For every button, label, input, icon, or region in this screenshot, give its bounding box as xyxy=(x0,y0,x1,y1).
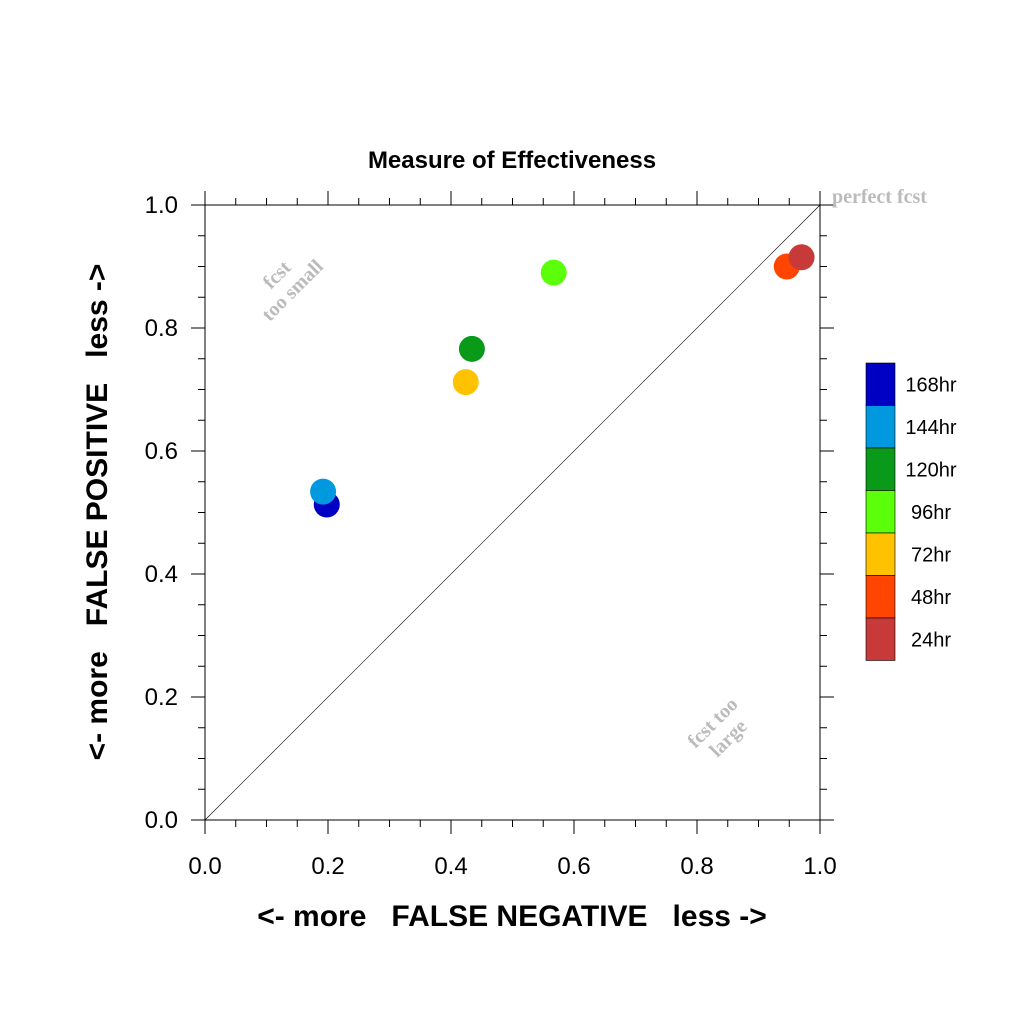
legend-label-72hr: 72hr xyxy=(911,544,951,566)
point-120hr xyxy=(458,335,485,362)
annotation-fcst-too-large: fcst too large xyxy=(683,693,751,761)
y-tick-label: 0.0 xyxy=(145,807,178,834)
x-tick-label: 0.6 xyxy=(557,853,590,880)
legend-swatch-96hr xyxy=(865,490,896,534)
x-tick-label: 0.8 xyxy=(680,853,713,880)
y-tick-label: 1.0 xyxy=(145,192,178,219)
point-72hr xyxy=(452,369,479,396)
y-tick-labels: 0.0 0.2 0.4 0.6 0.8 1.0 xyxy=(145,192,178,834)
legend-label-96hr: 96hr xyxy=(911,502,951,524)
legend-label-48hr: 48hr xyxy=(911,587,951,609)
y-axis-label: <- more FALSE POSITIVE less -> xyxy=(81,264,114,761)
y-tick-label: 0.4 xyxy=(145,561,178,588)
y-tick-label: 0.8 xyxy=(145,315,178,342)
x-tick-label: 0.4 xyxy=(434,853,467,880)
axis-ticks xyxy=(191,191,834,834)
point-24hr xyxy=(788,244,815,271)
annotation-small-line2: too small xyxy=(258,255,328,325)
legend: 168hr 144hr 120hr 96hr 72hr 48hr 24hr xyxy=(865,362,957,661)
legend-label-144hr: 144hr xyxy=(905,417,956,439)
y-tick-label: 0.6 xyxy=(145,438,178,465)
reference-diagonal xyxy=(204,204,821,821)
data-points xyxy=(310,244,815,518)
legend-label-24hr: 24hr xyxy=(911,629,951,651)
annotation-perfect-fcst: perfect fcst xyxy=(832,186,927,208)
point-144hr xyxy=(310,478,337,505)
legend-swatch-120hr xyxy=(865,447,896,491)
legend-swatch-144hr xyxy=(865,405,896,449)
legend-swatch-168hr xyxy=(865,362,896,406)
y-tick-label: 0.2 xyxy=(145,684,178,711)
legend-swatch-48hr xyxy=(865,575,896,619)
x-tick-label: 1.0 xyxy=(803,853,836,880)
legend-swatch-72hr xyxy=(865,532,896,576)
point-96hr xyxy=(540,259,567,286)
x-tick-label: 0.2 xyxy=(311,853,344,880)
legend-label-168hr: 168hr xyxy=(905,374,956,396)
x-axis-label: <- more FALSE NEGATIVE less -> xyxy=(257,900,767,933)
annotation-fcst-too-small: fcst too small xyxy=(258,255,328,325)
chart-title: Measure of Effectiveness xyxy=(368,147,656,174)
x-tick-labels: 0.0 0.2 0.4 0.6 0.8 1.0 xyxy=(188,853,836,880)
legend-swatch-24hr xyxy=(865,617,896,661)
legend-label-120hr: 120hr xyxy=(905,459,956,481)
x-tick-label: 0.0 xyxy=(188,853,221,880)
